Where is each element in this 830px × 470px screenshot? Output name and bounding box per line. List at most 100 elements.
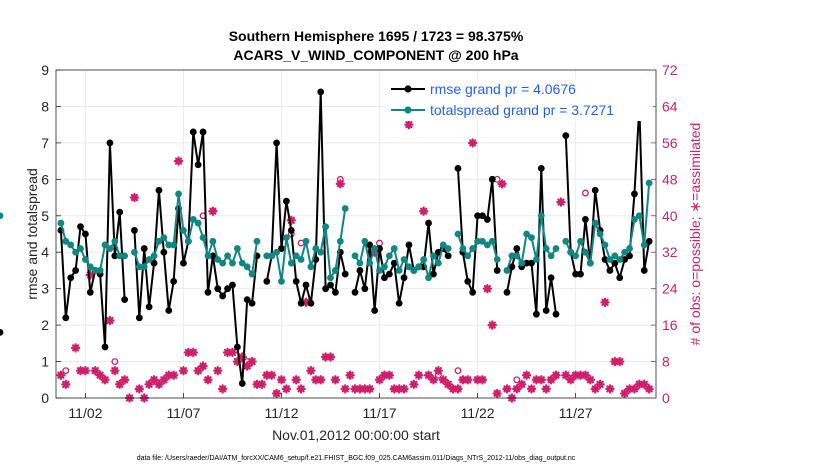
rmse-point <box>199 128 207 136</box>
asterisk-stroke <box>464 376 472 384</box>
x-tick-label: 11/27 <box>559 405 593 421</box>
rmse-point <box>537 165 545 172</box>
rmse-point <box>381 274 388 282</box>
totalspread-point <box>596 230 604 238</box>
asterisk-stroke <box>410 380 418 388</box>
rmse-point <box>631 190 638 198</box>
obs-assimilated-marker <box>526 384 537 394</box>
totalspread-point <box>434 259 442 267</box>
asterisk-stroke <box>341 385 349 393</box>
asterisk-stroke <box>91 367 99 375</box>
rmse-point <box>322 285 330 293</box>
asterisk-stroke <box>96 371 104 379</box>
asterisk-stroke <box>57 371 65 379</box>
totalspread-point <box>273 248 280 256</box>
rmse-point <box>464 277 472 285</box>
rmse-point <box>302 281 310 289</box>
totalspread-point <box>111 237 119 245</box>
y-tick-label: 2 <box>41 317 49 333</box>
rmse-point <box>278 245 285 252</box>
asterisk-stroke <box>326 353 335 361</box>
obs-assimilated-marker <box>70 343 81 353</box>
rmse-point <box>297 299 305 307</box>
obs-assimilated-marker <box>541 384 551 394</box>
totalspread-point <box>72 248 80 256</box>
rmse-point <box>513 245 521 252</box>
obs-assimilated-marker <box>330 375 341 385</box>
chart-title: Southern Hemisphere 1695 / 1723 = 98.375… <box>229 28 524 44</box>
obs-assimilated-marker <box>61 379 71 390</box>
totalspread-point <box>0 212 4 220</box>
totalspread-point <box>243 263 251 271</box>
y-tick-label: 3 <box>41 281 49 297</box>
rmse-point <box>542 307 550 314</box>
y-tick-label-right: 64 <box>662 98 678 114</box>
asterisk-stroke <box>106 316 114 325</box>
totalspread-point <box>508 252 516 260</box>
x-tick-label: 11/02 <box>68 405 102 421</box>
totalspread-point <box>356 259 364 267</box>
asterisk-stroke <box>522 371 531 379</box>
rmse-point <box>145 303 153 311</box>
obs-assimilated-marker <box>129 192 140 203</box>
asterisk-stroke <box>101 376 109 384</box>
totalspread-point <box>528 234 535 242</box>
rmse-point <box>0 329 4 336</box>
rmse-point <box>180 259 187 267</box>
totalspread-point <box>180 226 187 234</box>
legend-rmse-label: rmse grand pr = 4.0676 <box>430 81 576 97</box>
rmse-point <box>376 245 383 252</box>
asterisk-stroke <box>601 298 609 306</box>
obs-assimilated-marker <box>325 352 336 362</box>
rmse-point <box>430 270 437 278</box>
rmse-point <box>503 288 511 296</box>
obs-assimilated-marker <box>492 388 502 399</box>
asterisk-stroke <box>121 376 129 384</box>
asterisk-stroke <box>282 385 291 393</box>
rmse-point <box>390 259 398 267</box>
totalspread-point <box>150 252 158 260</box>
rmse-point <box>572 270 580 278</box>
rmse-point <box>371 307 379 314</box>
rmse-point <box>488 175 496 183</box>
rmse-point <box>405 241 413 249</box>
obs-assimilated-marker <box>453 384 463 394</box>
legend-box <box>385 79 653 121</box>
rmse-point <box>219 292 227 300</box>
rmse-point <box>214 285 222 293</box>
totalspread-point <box>160 234 168 242</box>
totalspread-point <box>562 237 570 245</box>
rmse-point <box>131 226 138 234</box>
rmse-point <box>332 288 339 296</box>
obs-assimilated-marker <box>399 384 409 394</box>
obs-possible-marker <box>454 367 462 375</box>
asterisk-stroke <box>277 376 286 384</box>
asterisk-stroke <box>405 121 413 129</box>
totalspread-point <box>474 237 481 245</box>
rmse-point <box>209 252 217 260</box>
asterisk-stroke <box>606 385 614 393</box>
totalspread-point <box>116 252 124 260</box>
obs-assimilated-marker <box>566 375 576 385</box>
rmse-point <box>425 219 432 227</box>
y-tick-label-right: 8 <box>662 354 670 370</box>
rmse-point <box>116 208 124 216</box>
rmse-point <box>611 259 619 267</box>
rmse-point <box>189 128 197 136</box>
asterisk-stroke <box>130 193 139 202</box>
obs-assimilated-marker <box>188 347 198 358</box>
rmse-point <box>454 165 462 172</box>
rmse-point <box>86 288 94 296</box>
totalspread-point <box>488 237 496 245</box>
rmse-point <box>621 256 629 263</box>
totalspread-point <box>101 241 109 249</box>
totalspread-point <box>645 179 653 187</box>
x-tick-label: 11/12 <box>264 405 298 421</box>
rmse-point <box>552 310 560 318</box>
obs-assimilated-marker <box>281 384 292 394</box>
totalspread-point <box>253 237 261 245</box>
x-tick-label: 11/07 <box>166 405 200 421</box>
totalspread-point <box>635 212 643 220</box>
totalspread-point <box>332 267 339 274</box>
